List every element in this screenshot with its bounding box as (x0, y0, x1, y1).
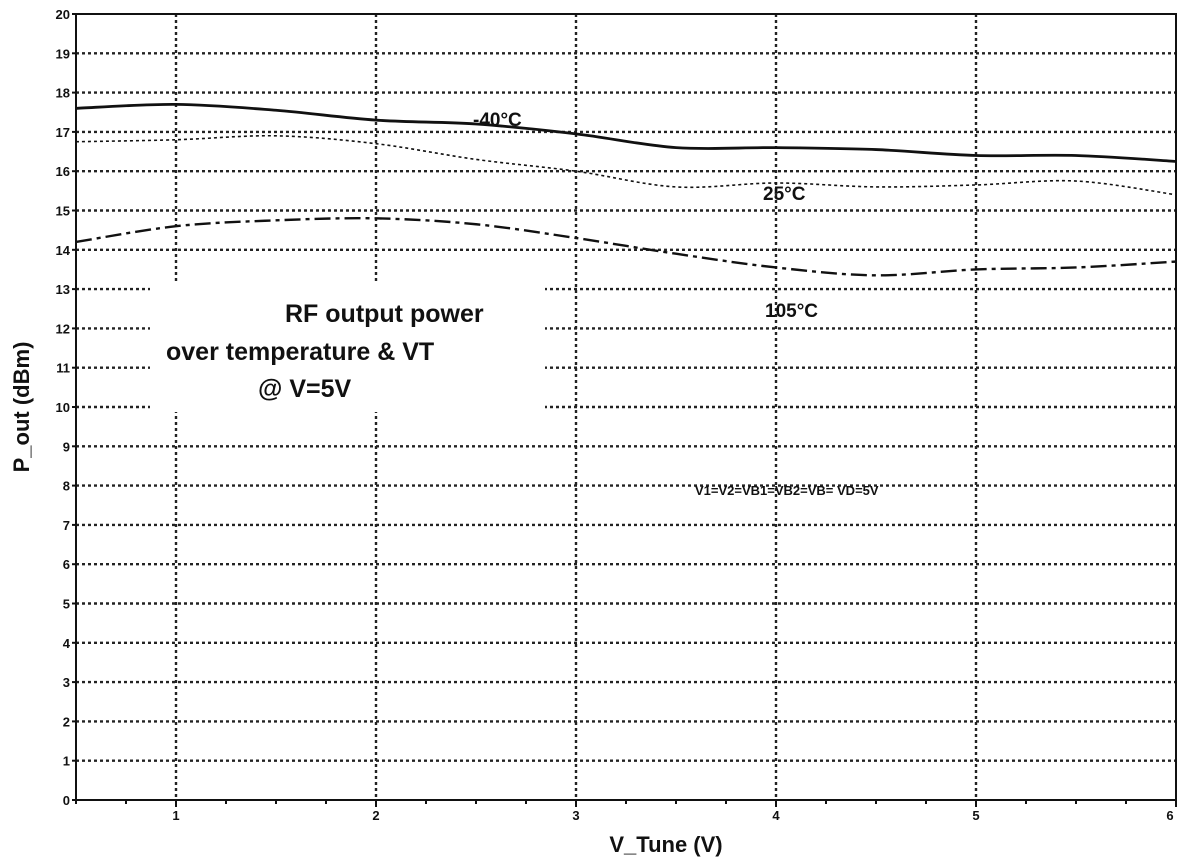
curve-label-1: 25°C (763, 184, 806, 205)
y-tick-label: 5 (63, 597, 70, 612)
annotation-background (150, 282, 545, 412)
curve-labels: -40°C 25°C 105°C (473, 110, 818, 322)
y-tick-label: 6 (63, 557, 70, 572)
y-tick-label: 10 (56, 400, 70, 415)
x-tick-label: 4 (772, 808, 780, 823)
y-tick-label: 9 (63, 439, 70, 454)
y-tick-label: 14 (56, 243, 71, 258)
y-tick-label: 11 (56, 361, 70, 376)
y-tick-label: 17 (56, 125, 70, 140)
annotation-line-1: RF output power (285, 300, 484, 328)
x-tick-label: 5 (972, 808, 979, 823)
series-line-0 (75, 102, 1177, 163)
curve-label-0: -40°C (473, 110, 522, 131)
y-tick-label: 3 (63, 675, 70, 690)
y-tick-label: 1 (63, 754, 70, 769)
x-tick-label: 1 (172, 808, 179, 823)
y-tick-label: 12 (56, 321, 70, 336)
y-axis-label: P_out (dBm) (9, 342, 34, 473)
x-tick-label: 2 (372, 808, 379, 823)
conditions-annotation: V1=V2=VB1=VB2=VB= VD=5V (695, 483, 879, 498)
y-tick-label: 8 (63, 479, 70, 494)
y-tick-label: 7 (63, 518, 70, 533)
y-tick-label: 13 (56, 282, 70, 297)
series-line-2 (75, 216, 1177, 277)
x-tick-label: 3 (572, 808, 579, 823)
y-tick-label: 16 (56, 164, 70, 179)
series-line-1 (75, 134, 1177, 196)
y-tick-label: 15 (56, 204, 70, 219)
x-tick-label: 6 (1166, 808, 1173, 823)
y-tick-label: 20 (56, 7, 70, 22)
annotation-line-2: over temperature & VT (166, 338, 434, 366)
annotation-line-3: @ V=5V (258, 375, 352, 403)
y-tick-label: 0 (63, 793, 70, 808)
y-tick-label: 19 (56, 46, 70, 61)
x-axis-label: V_Tune (V) (609, 832, 722, 857)
y-tick-label: 4 (63, 636, 71, 651)
y-tick-label: 18 (56, 86, 70, 101)
curve-label-2: 105°C (765, 301, 818, 322)
y-tick-label: 2 (63, 714, 70, 729)
series-layer (75, 102, 1177, 277)
